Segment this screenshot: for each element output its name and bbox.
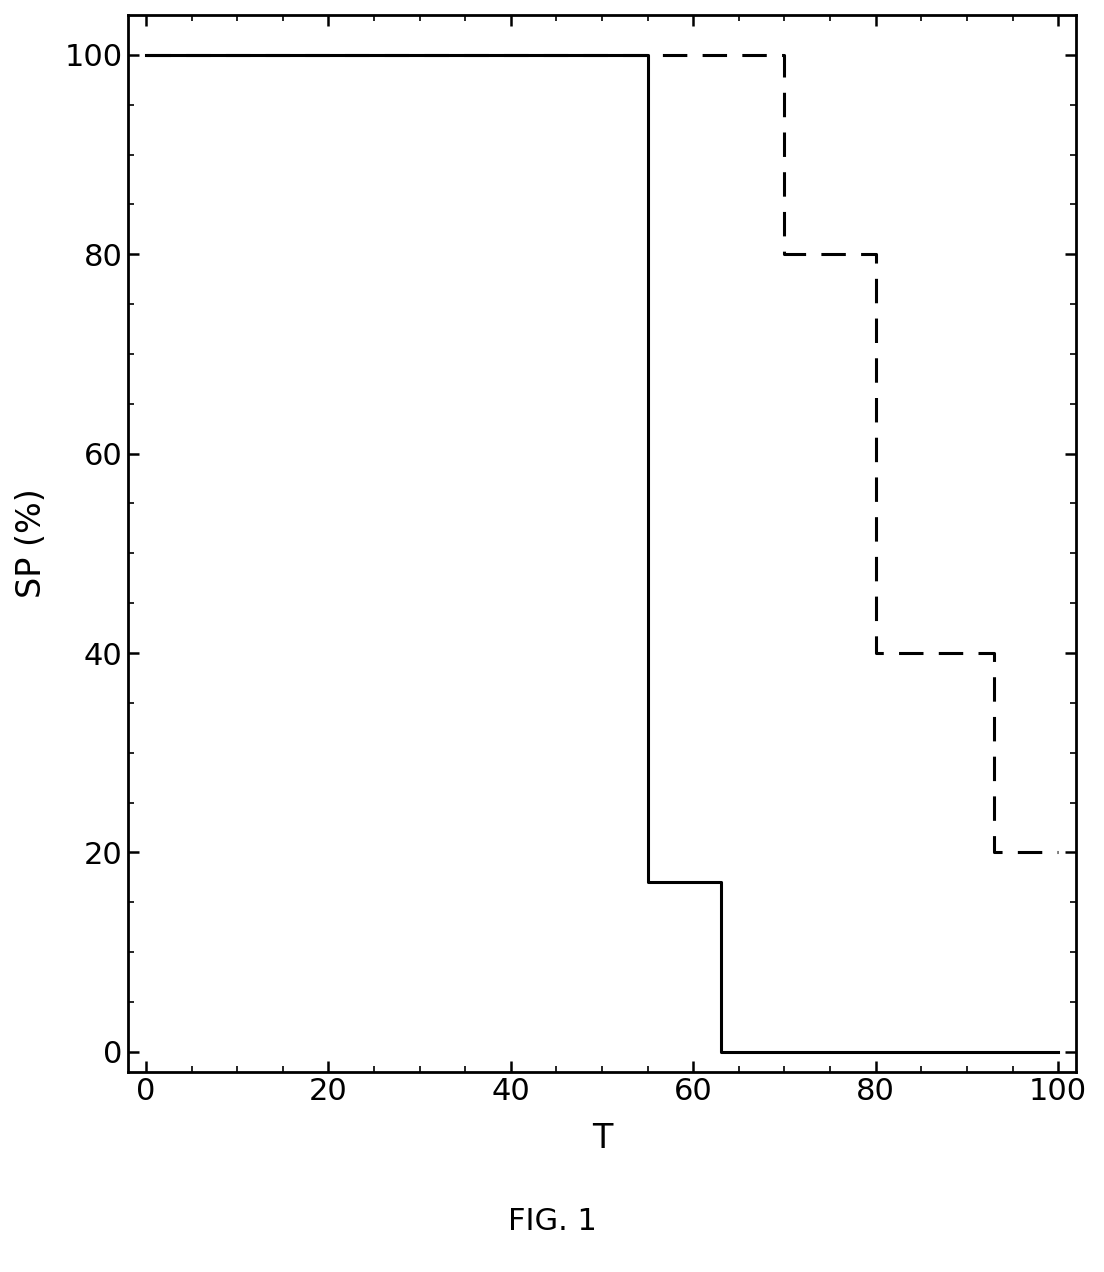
Text: FIG. 1: FIG. 1 [508, 1207, 596, 1235]
X-axis label: T: T [592, 1122, 613, 1155]
Y-axis label: SP (%): SP (%) [15, 488, 47, 598]
